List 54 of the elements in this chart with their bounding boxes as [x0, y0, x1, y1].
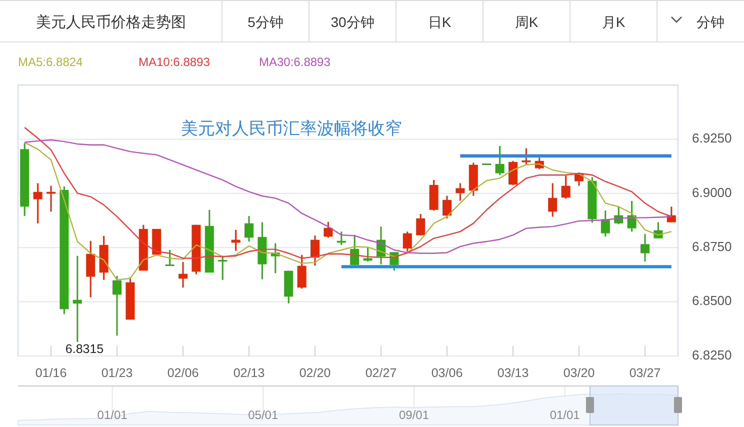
candlestick — [508, 160, 518, 186]
x-tick-label: 03/20 — [563, 366, 595, 380]
x-tick-label: 02/13 — [233, 366, 265, 380]
candlestick — [495, 145, 504, 176]
annotation: 6.8315 — [65, 342, 104, 356]
candlestick — [456, 182, 465, 202]
candlestick — [416, 213, 426, 236]
text: 月K — [602, 14, 626, 30]
candlestick — [86, 240, 96, 298]
candlestick — [33, 182, 42, 224]
x-tick-label: 05/01 — [248, 408, 278, 422]
candlestick — [310, 234, 320, 266]
x-tick-label: 01/01 — [550, 408, 580, 422]
candlestick — [442, 195, 452, 220]
y-tick-label: 6.8250 — [692, 347, 732, 362]
x-tick-label: 01/16 — [35, 366, 67, 380]
x-tick-label: 02/27 — [365, 366, 397, 380]
y-tick-label: 6.9000 — [692, 184, 732, 200]
x-tick-label: 01/23 — [101, 366, 133, 380]
candlestick — [561, 175, 570, 200]
text: 分钟 — [696, 14, 724, 30]
text: 5分钟 — [248, 14, 284, 30]
candlestick — [363, 246, 372, 262]
candlestick — [218, 254, 228, 281]
candlestick — [548, 182, 558, 218]
x-tick-label: 03/13 — [497, 366, 529, 380]
text: 美元人民币价格走势图 — [36, 14, 186, 31]
x-tick-label: 02/20 — [299, 366, 331, 380]
text: MA10:6.8893 — [138, 55, 210, 69]
y-tick-label: 6.8750 — [692, 239, 732, 254]
y-tick-label: 6.8500 — [692, 293, 732, 308]
candlestick — [165, 249, 174, 266]
text: 30分钟 — [330, 14, 374, 30]
candlestick — [350, 234, 360, 266]
x-tick-label: 02/06 — [167, 366, 199, 380]
x-tick-label: 09/01 — [398, 408, 430, 422]
text: 日K — [428, 14, 452, 30]
x-tick-label: 03/27 — [629, 366, 661, 380]
x-tick-label: 01/01 — [97, 408, 128, 422]
x-tick-label: 03/06 — [431, 366, 463, 380]
candlestick — [402, 230, 412, 252]
candlestick — [72, 255, 82, 343]
candlestick — [324, 221, 333, 238]
text: MA5:6.8824 — [18, 55, 84, 69]
candlestick — [178, 261, 188, 288]
candlestick — [244, 215, 254, 242]
text: MA30:6.8893 — [259, 55, 331, 69]
candlestick — [297, 254, 306, 290]
text: 周K — [514, 14, 539, 30]
y-tick-label: 6.9250 — [692, 130, 732, 146]
candlestick — [600, 210, 610, 238]
candlestick — [640, 233, 650, 262]
candlestick — [112, 275, 122, 336]
annotation: 美元对人民币汇率波幅将收窄 — [181, 119, 402, 138]
